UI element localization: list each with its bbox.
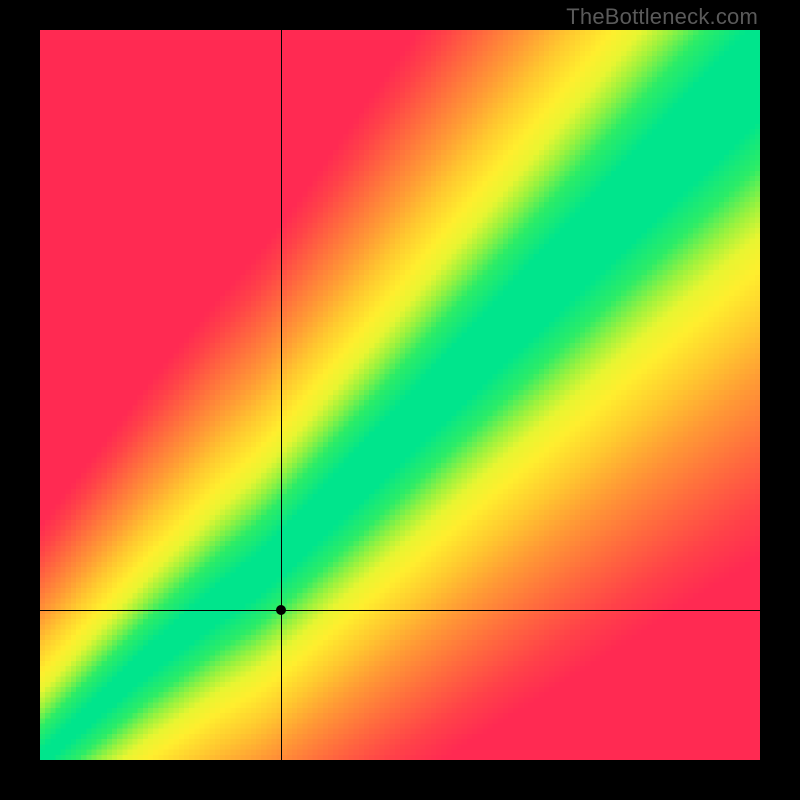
- crosshair-horizontal: [40, 610, 760, 611]
- plot-area: [40, 30, 760, 760]
- watermark-text: TheBottleneck.com: [566, 4, 758, 30]
- heatmap-canvas: [40, 30, 760, 760]
- crosshair-vertical: [281, 30, 282, 760]
- crosshair-marker: [276, 605, 286, 615]
